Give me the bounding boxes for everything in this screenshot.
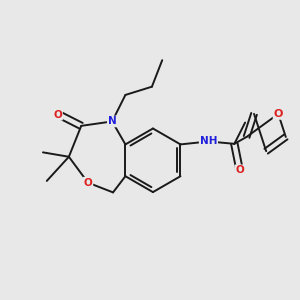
Text: NH: NH <box>200 136 217 146</box>
Text: O: O <box>235 165 244 175</box>
Text: O: O <box>84 178 92 188</box>
Text: N: N <box>108 116 116 126</box>
Text: O: O <box>53 110 62 120</box>
Text: O: O <box>274 109 283 119</box>
